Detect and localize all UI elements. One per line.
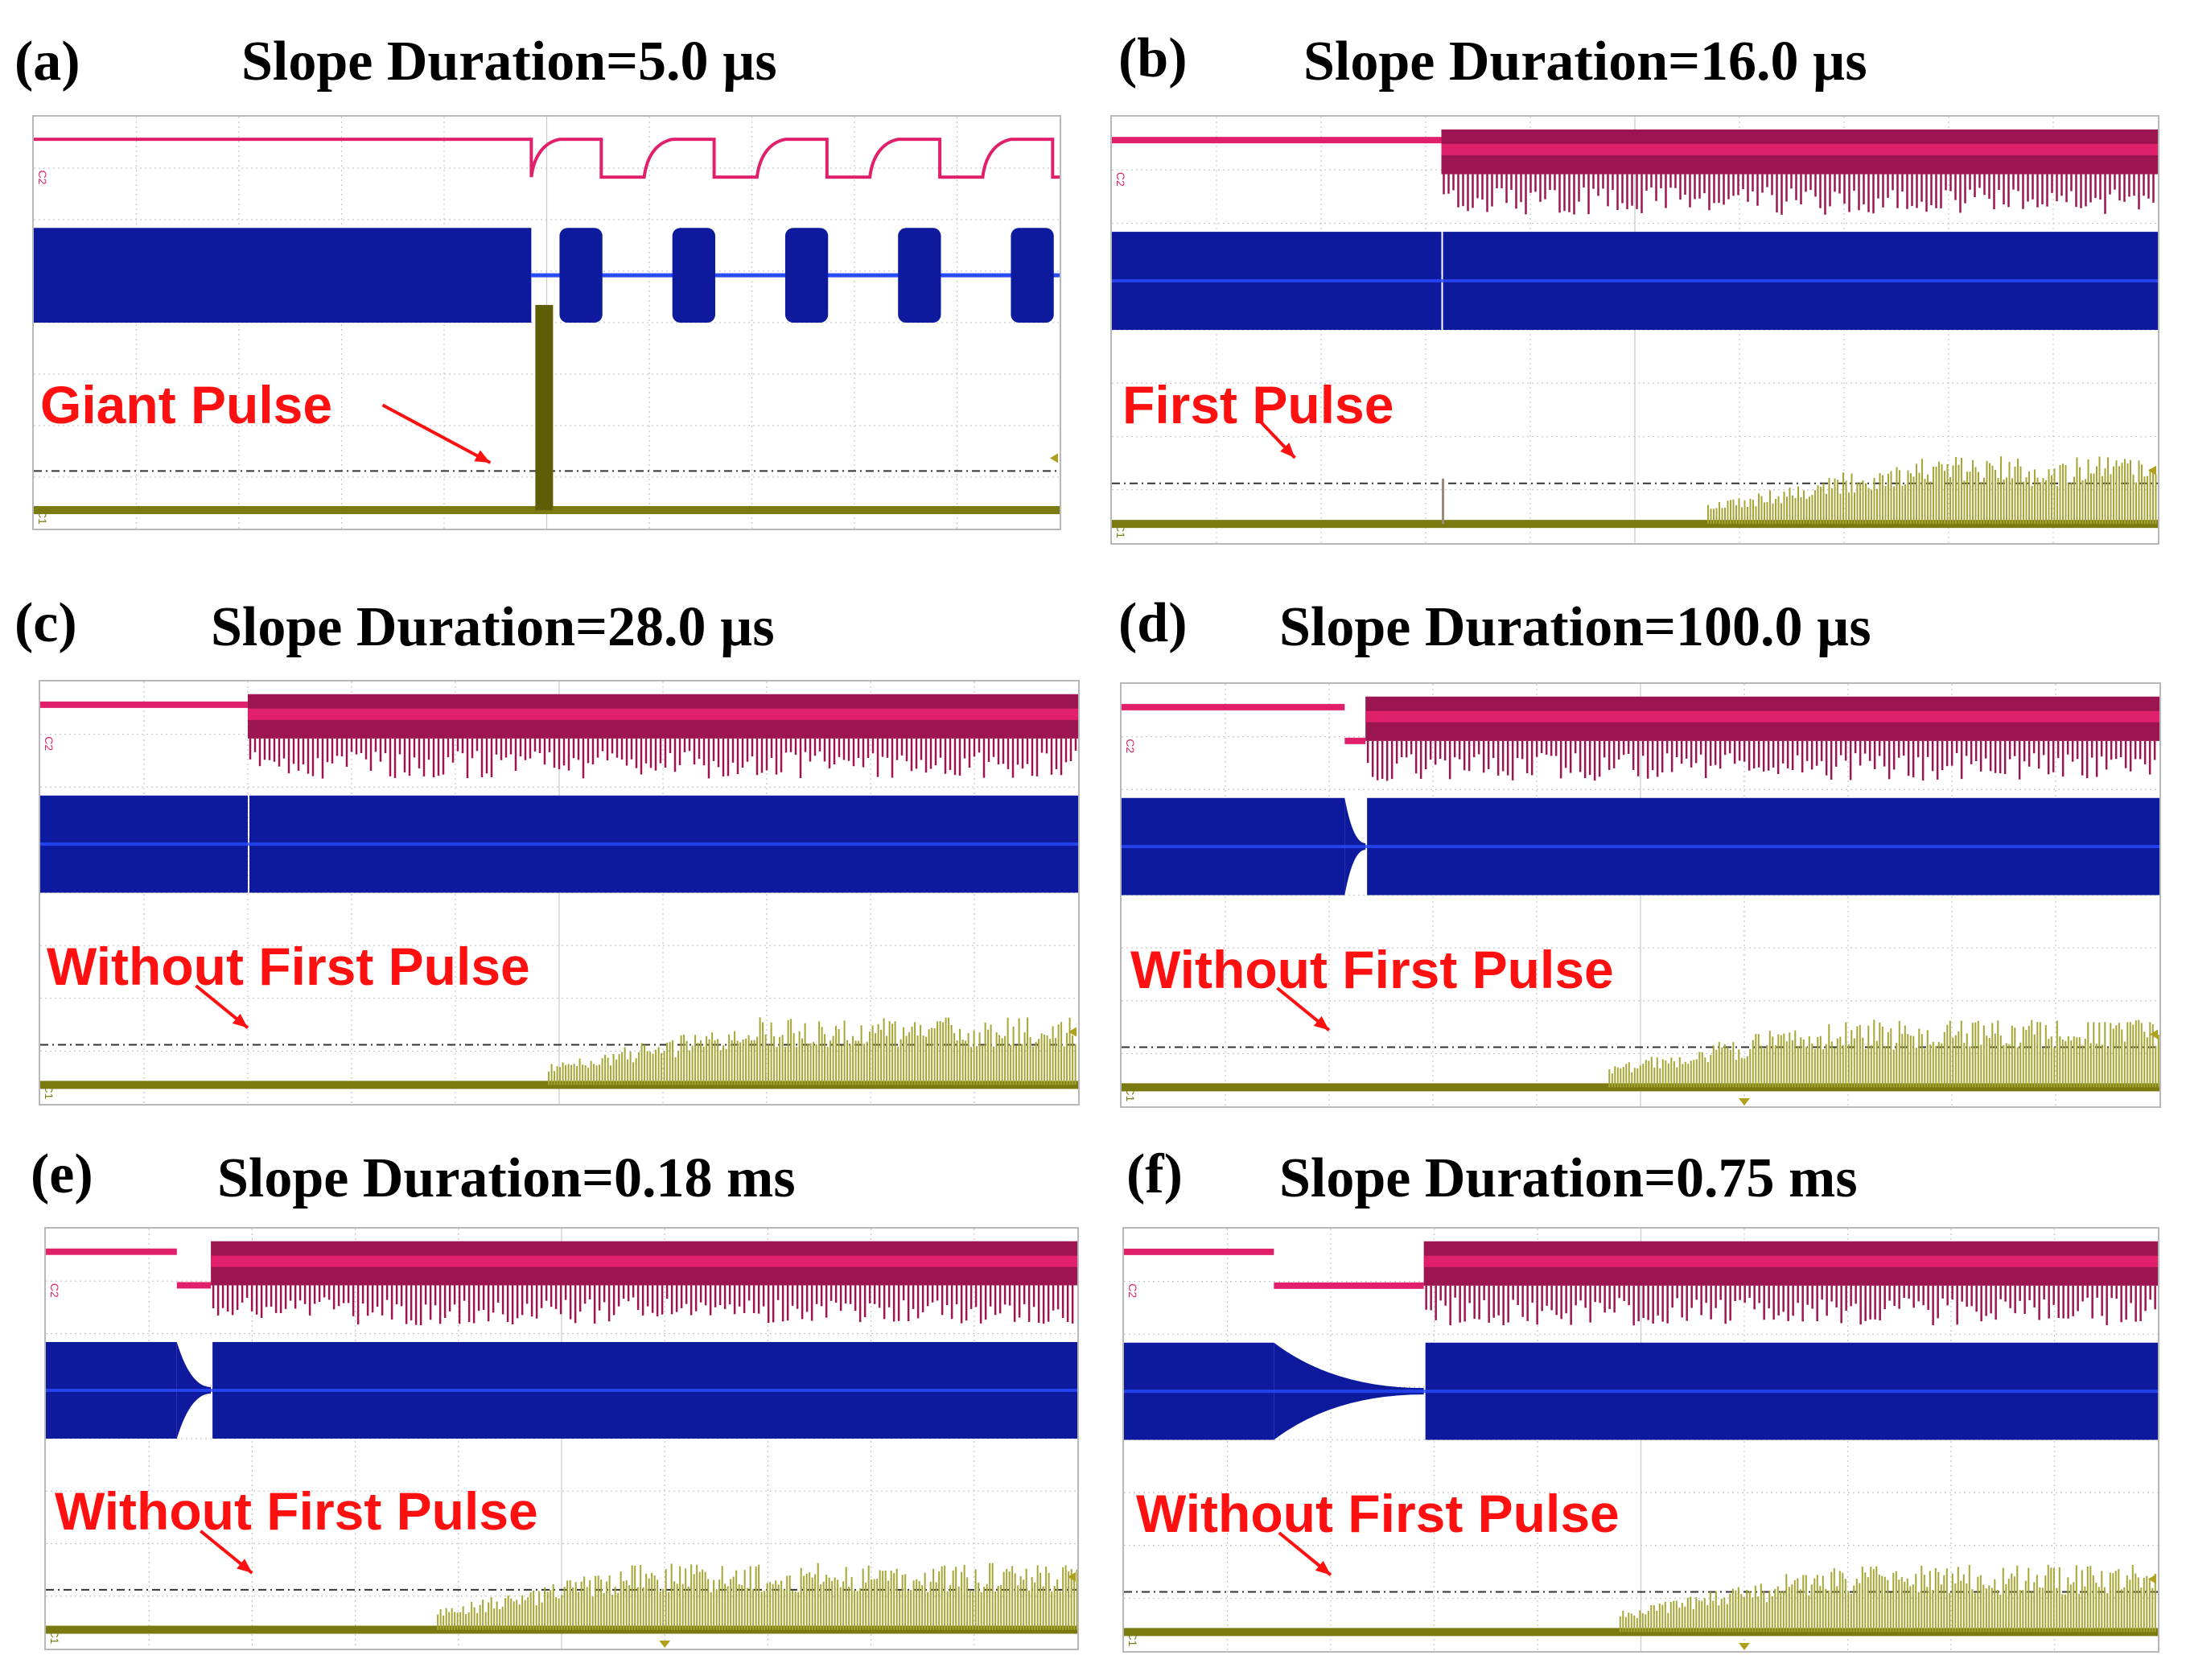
- scope-svg: C2C3C1: [1124, 1229, 2158, 1651]
- ch2-step: [176, 1282, 212, 1289]
- ch2-spikes: [1443, 174, 2155, 215]
- channel-tag: C2: [36, 171, 49, 185]
- scope-svg: C2C3C1: [46, 1229, 1077, 1649]
- oscilloscope-trace: C2C3C1: [1110, 115, 2159, 545]
- ch3-burst: [898, 228, 941, 323]
- ch2-step: [1274, 1282, 1424, 1289]
- panel-title: Slope Duration=100.0 µs: [1279, 596, 1871, 658]
- trigger-level-marker: [1068, 1571, 1076, 1582]
- annotation-label: Without First Pulse: [1130, 940, 1614, 999]
- ch3-burst: [1011, 228, 1054, 323]
- panel-label: (d): [1118, 592, 1188, 654]
- ch2-spikes: [1366, 740, 2156, 781]
- trigger-time-marker: [1739, 1643, 1750, 1650]
- ch2-trace: [46, 1248, 177, 1255]
- scope-svg: C2C3C1: [1122, 684, 2159, 1106]
- trigger-level-marker: [2148, 465, 2156, 476]
- trigger-level-marker: [2150, 1029, 2158, 1040]
- annotation-label: Without First Pulse: [1136, 1484, 1620, 1543]
- panel-title: Slope Duration=0.75 ms: [1279, 1147, 1858, 1209]
- panel-label: (c): [14, 592, 77, 654]
- ch1-baseline: [1112, 520, 2158, 529]
- ch2-trace: [40, 701, 248, 708]
- ch1-baseline: [1124, 1628, 2158, 1637]
- trigger-time-marker: [1739, 1098, 1750, 1106]
- ch1-pulses: [548, 1017, 1077, 1085]
- ch1-pulses: [437, 1563, 1077, 1630]
- ch2-spikes: [1425, 1285, 2156, 1326]
- ch2-trace: [1122, 703, 1345, 710]
- annotation-arrow: [381, 403, 492, 464]
- ch2-band-bright: [1423, 1255, 2158, 1267]
- ch2-trace: [1112, 137, 1442, 144]
- oscilloscope-trace: C2C3C1: [1122, 1227, 2159, 1653]
- panel-title: Slope Duration=28.0 µs: [211, 596, 775, 658]
- annotation-arrow: [200, 1530, 253, 1575]
- ch3-envelope: [34, 228, 532, 323]
- oscilloscope-trace: C2C3C1: [39, 680, 1080, 1106]
- channel-tag: C2: [1124, 739, 1137, 753]
- trigger-level-marker: [1068, 1027, 1077, 1037]
- scope-svg: C2C3C1: [40, 681, 1078, 1104]
- channel-tag: C2: [1114, 172, 1127, 187]
- annotation-arrow: [1276, 986, 1331, 1032]
- annotation-label: Without First Pulse: [47, 937, 530, 996]
- ch2-step: [1344, 737, 1366, 744]
- panel-title: Slope Duration=5.0 µs: [241, 31, 777, 93]
- ch2-spikes: [249, 738, 1077, 779]
- ch2-trace: [1124, 1248, 1274, 1255]
- panel-label: (a): [14, 31, 80, 93]
- ch1-pulses: [1619, 1564, 2156, 1633]
- ch2-band-bright: [1441, 143, 2158, 155]
- ch3-burst: [559, 228, 603, 323]
- trigger-time-marker: [659, 1641, 671, 1648]
- annotation-label: Without First Pulse: [55, 1481, 538, 1541]
- ch2-trace: [34, 138, 1060, 179]
- annotation-label: First Pulse: [1122, 375, 1394, 434]
- ch2-band-bright: [211, 1255, 1077, 1267]
- panel-label: (e): [31, 1143, 93, 1205]
- ch1-baseline: [40, 1081, 1078, 1089]
- panel-title: Slope Duration=0.18 ms: [217, 1147, 796, 1209]
- channel-tag: C2: [48, 1283, 61, 1298]
- ch1-pulses: [1707, 456, 2157, 525]
- channel-tag: C2: [43, 736, 56, 751]
- panel-title: Slope Duration=16.0 µs: [1303, 31, 1867, 93]
- scope-svg: C2C3C1: [34, 117, 1060, 529]
- scope-svg: C2C3C1: [1112, 117, 2158, 543]
- annotation-arrow: [1257, 418, 1296, 459]
- ch2-band-bright: [248, 708, 1078, 720]
- ch2-band-bright: [1365, 710, 2159, 723]
- panel-label: (f): [1126, 1143, 1183, 1205]
- oscilloscope-trace: C2C3C1: [32, 115, 1061, 530]
- annotation-arrow: [195, 984, 249, 1030]
- trigger-level-marker: [1050, 453, 1058, 463]
- panel-label: (b): [1118, 27, 1188, 89]
- channel-tag: C2: [1126, 1283, 1139, 1298]
- oscilloscope-trace: C2C3C1: [44, 1227, 1079, 1650]
- trigger-level-marker: [2148, 1574, 2156, 1584]
- annotation-label: Giant Pulse: [40, 375, 333, 434]
- giant-pulse: [535, 305, 554, 510]
- ch3-burst: [784, 228, 829, 323]
- annotation-arrow: [1278, 1531, 1332, 1577]
- ch2-spikes: [212, 1285, 1074, 1326]
- oscilloscope-trace: C2C3C1: [1120, 682, 2161, 1108]
- ch3-burst: [672, 228, 715, 323]
- ch1-pulses: [1608, 1019, 2159, 1088]
